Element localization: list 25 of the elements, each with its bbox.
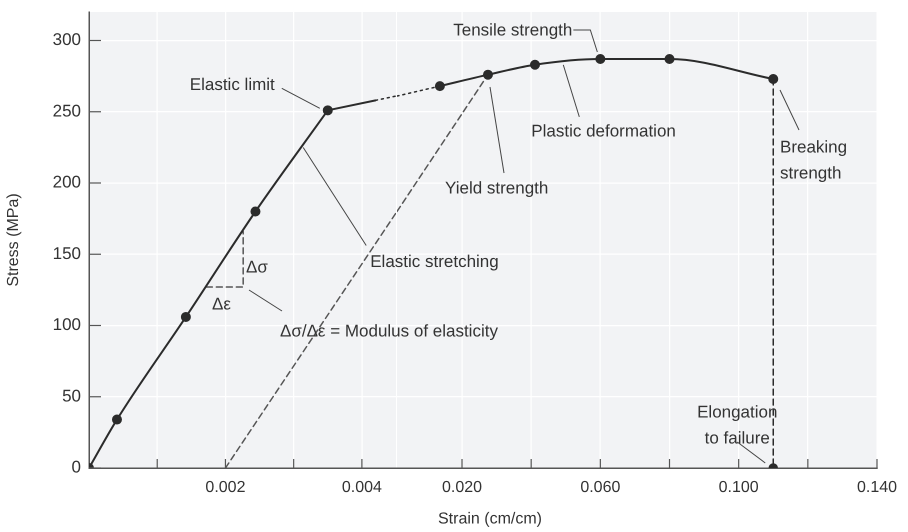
y-tick-label: 50 bbox=[62, 386, 81, 406]
annotation: Breaking strength bbox=[780, 138, 848, 183]
y-axis-title: Stress (MPa) bbox=[5, 193, 22, 287]
annotation: Yield strength bbox=[445, 178, 548, 198]
annotation: Δσ/Δε = Modulus of elasticity bbox=[280, 322, 498, 341]
y-tick-label: 0 bbox=[72, 458, 81, 477]
y-tick-label: 150 bbox=[52, 244, 81, 263]
x-tick-label: 0.060 bbox=[580, 479, 620, 496]
annotation: Plastic deformation bbox=[531, 122, 676, 141]
y-tick-label: 100 bbox=[52, 315, 81, 334]
x-tick-label: 0.020 bbox=[442, 479, 482, 496]
annotation: Elastic limit bbox=[190, 75, 276, 94]
y-tick-label: 250 bbox=[52, 101, 81, 120]
y-tick-label: 200 bbox=[52, 172, 81, 192]
x-axis-title: Strain (cm/cm) bbox=[438, 510, 542, 528]
x-tick-label: 0.002 bbox=[205, 479, 246, 496]
annotation: Elastic stretching bbox=[370, 252, 499, 272]
x-tick-label: 0.004 bbox=[342, 479, 382, 496]
annotation: Tensile strength bbox=[453, 20, 572, 40]
x-tick-label: 0.100 bbox=[718, 479, 759, 496]
x-tick-label: 0.140 bbox=[856, 479, 898, 496]
annotation: Δε bbox=[212, 294, 232, 314]
annotation: Elongation to failure bbox=[697, 402, 778, 448]
y-tick-label: 300 bbox=[52, 30, 81, 50]
annotation: Δσ bbox=[246, 258, 268, 277]
